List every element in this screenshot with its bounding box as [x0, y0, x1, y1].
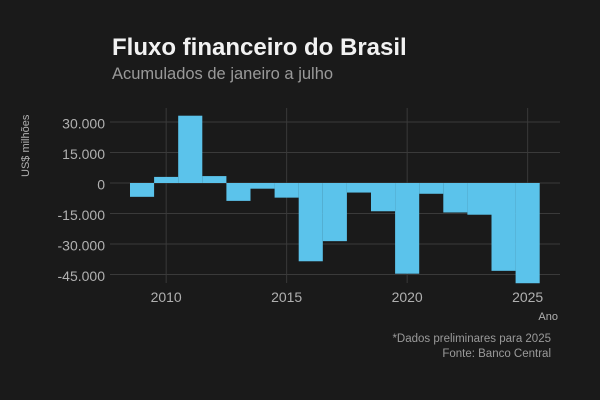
svg-text:0: 0	[97, 177, 105, 193]
svg-text:-45.000: -45.000	[58, 268, 106, 284]
svg-text:2025: 2025	[512, 289, 543, 305]
svg-text:30.000: 30.000	[62, 116, 105, 132]
svg-text:2020: 2020	[392, 289, 423, 305]
svg-text:2010: 2010	[151, 289, 182, 305]
svg-text:2015: 2015	[271, 289, 302, 305]
svg-text:-15.000: -15.000	[58, 207, 106, 223]
svg-text:-30.000: -30.000	[58, 238, 106, 254]
svg-text:15.000: 15.000	[62, 146, 105, 162]
